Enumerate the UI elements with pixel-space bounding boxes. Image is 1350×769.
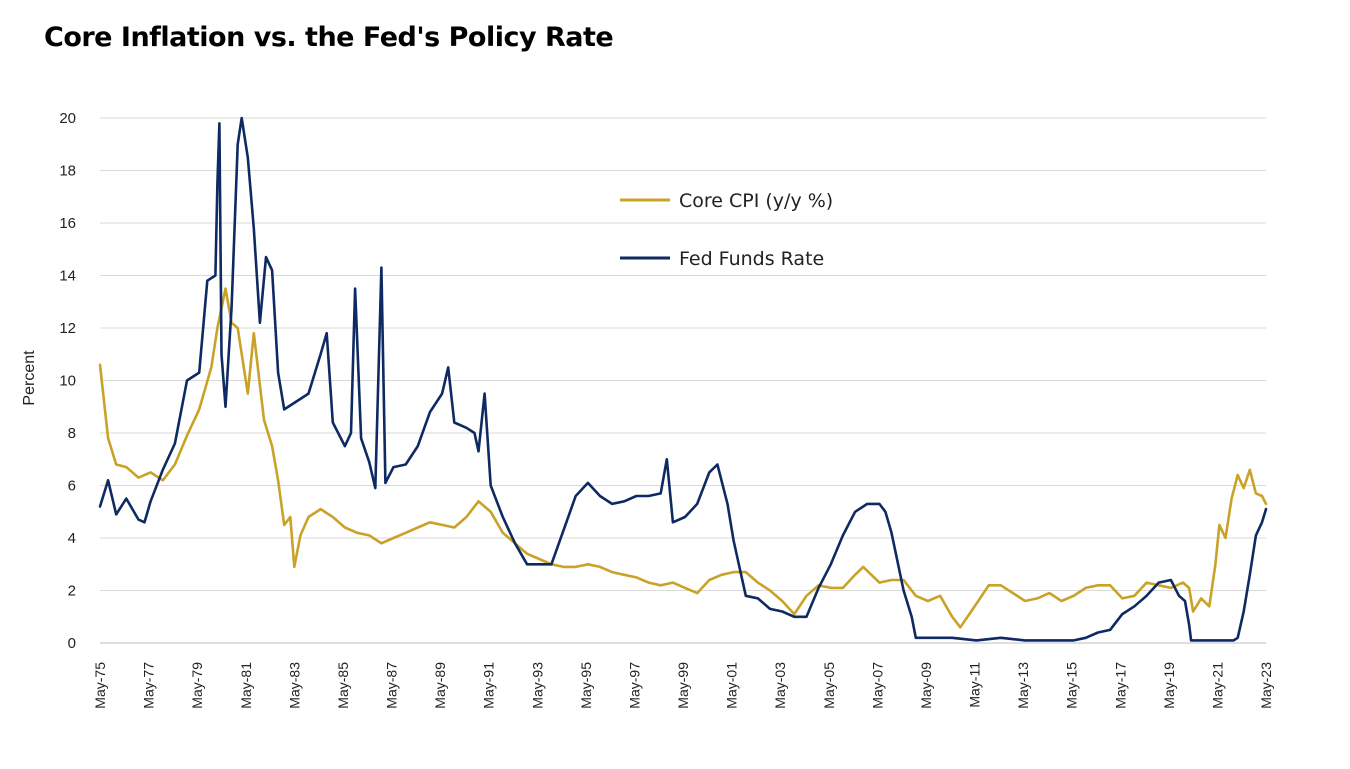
y-tick-label: 10 [59,373,76,390]
y-tick-label: 8 [68,425,76,442]
x-tick-label: May-79 [189,662,205,709]
gridlines [100,117,1266,644]
y-axis-ticks: 0 2 4 6 8 10 12 14 16 18 20 [59,110,76,652]
x-tick-label: May-75 [92,662,108,709]
y-tick-label: 12 [59,320,76,337]
x-tick-label: May-93 [529,662,545,709]
y-tick-label: 18 [59,163,76,180]
legend-label: Fed Funds Rate [679,248,824,270]
x-tick-label: May-17 [1112,662,1128,709]
y-tick-label: 0 [68,635,76,652]
series-lines [98,116,1268,642]
legend: Core CPI (y/y %) Fed Funds Rate [620,190,833,270]
x-tick-label: May-89 [432,662,448,709]
x-tick-label: May-15 [1064,662,1080,709]
y-tick-label: 14 [59,268,76,285]
x-tick-label: May-19 [1161,662,1177,709]
x-tick-label: May-99 [675,662,691,709]
x-tick-label: May-01 [724,662,740,709]
legend-label: Core CPI (y/y %) [679,190,833,212]
x-tick-label: May-13 [1015,662,1031,709]
series-line-fed-funds-rate [98,116,1268,642]
series-line-core-cpi [98,287,1268,629]
y-axis-label: Percent [21,350,38,406]
x-tick-label: May-91 [481,662,497,709]
x-axis-ticks: May-75 May-77 May-79 May-81 May-83 May-85 May-… [92,662,1274,709]
x-tick-label: May-21 [1209,662,1225,709]
x-tick-label: May-05 [821,662,837,709]
x-tick-label: May-03 [772,662,788,709]
y-tick-label: 4 [68,530,76,547]
chart-title: Core Inflation vs. the Fed's Policy Rate [44,22,614,53]
x-tick-label: May-81 [238,662,254,709]
x-tick-label: May-09 [918,662,934,709]
y-tick-label: 6 [68,478,76,495]
x-tick-label: May-11 [967,662,983,708]
x-tick-label: May-95 [578,662,594,709]
y-tick-label: 16 [59,215,76,232]
x-tick-label: May-07 [869,662,885,709]
y-tick-label: 20 [59,110,76,127]
x-tick-label: May-77 [141,662,157,709]
x-tick-label: May-85 [335,662,351,709]
x-tick-label: May-83 [286,662,302,709]
x-tick-label: May-87 [384,662,400,709]
x-tick-label: May-97 [626,662,642,709]
x-tick-label: May-23 [1258,662,1274,709]
y-tick-label: 2 [68,583,76,600]
